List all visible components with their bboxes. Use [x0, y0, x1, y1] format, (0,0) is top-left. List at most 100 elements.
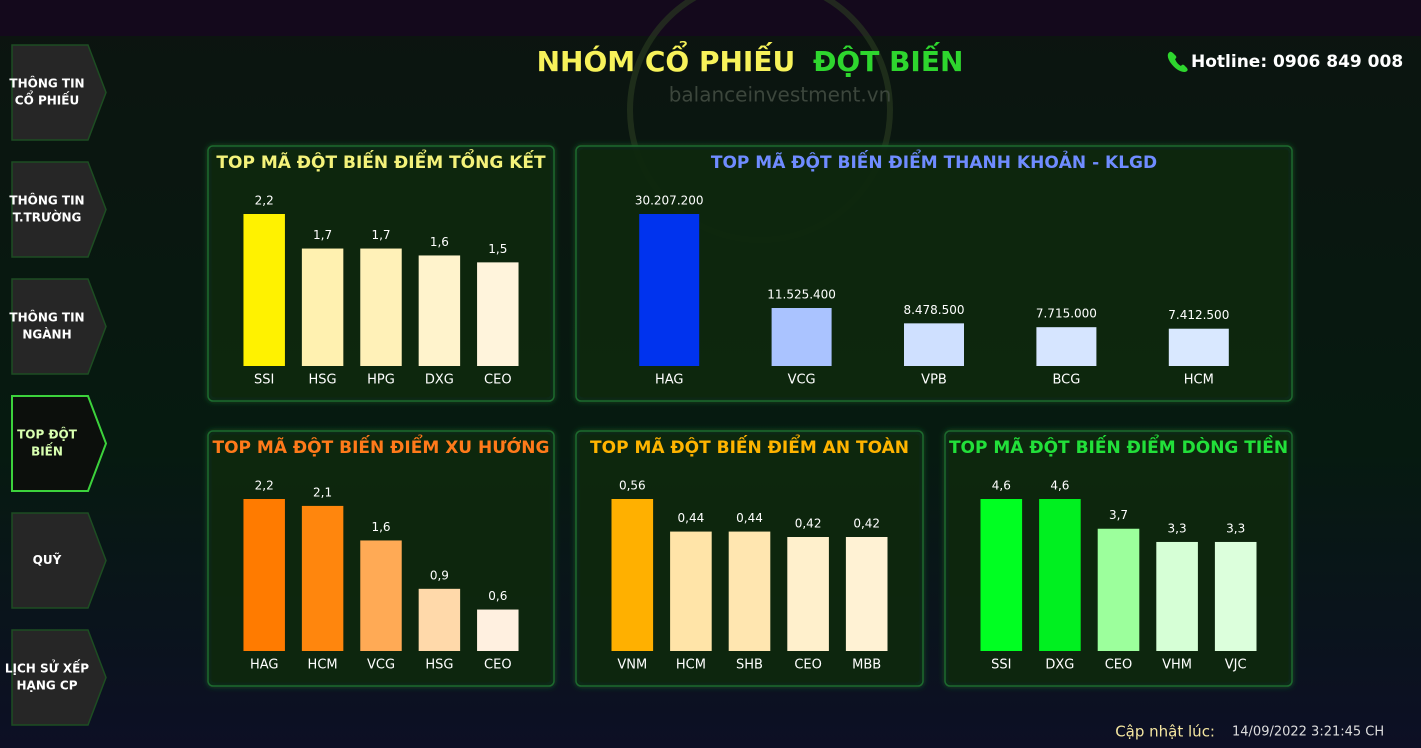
category-label: VNM — [617, 658, 647, 673]
nav-button[interactable] — [11, 44, 107, 141]
bar — [1214, 541, 1257, 651]
category-label: HAG — [655, 373, 684, 388]
bar — [1168, 328, 1229, 366]
update-time: 14/09/2022 3:21:45 CH — [1232, 725, 1384, 740]
bar — [728, 531, 771, 651]
value-label: 0,44 — [678, 511, 705, 525]
bar — [418, 588, 461, 651]
value-label: 7.715.000 — [1036, 307, 1097, 321]
bar — [904, 323, 964, 366]
nav-label[interactable]: T.TRƯỜNG — [13, 210, 82, 225]
bar — [301, 505, 344, 651]
category-label: CEO — [1105, 658, 1133, 673]
bar — [243, 214, 285, 366]
nav-button[interactable] — [11, 395, 108, 492]
value-label: 8.478.500 — [903, 303, 964, 317]
category-label: VCG — [367, 658, 395, 673]
title-part2: ĐỘT BIẾN — [813, 41, 963, 78]
nav-label[interactable]: HẠNG CP — [16, 679, 77, 693]
category-label: SSI — [254, 373, 274, 388]
chart-title: TOP MÃ ĐỘT BIẾN ĐIỂM AN TOÀN — [590, 433, 909, 458]
bar — [639, 214, 700, 366]
chart-title: TOP MÃ ĐỘT BIẾN ĐIỂM XU HƯỚNG — [213, 433, 550, 458]
value-label: 0,9 — [430, 568, 449, 582]
value-label: 0,6 — [488, 589, 507, 603]
category-label: HPG — [367, 373, 395, 388]
nav-label[interactable]: THÔNG TIN — [9, 76, 84, 91]
category-label: HCM — [308, 658, 338, 673]
title-part1: NHÓM CỔ PHIẾU — [537, 38, 796, 78]
nav-label[interactable]: THÔNG TIN — [9, 310, 84, 325]
value-label: 30.207.200 — [635, 194, 704, 208]
nav-label[interactable]: LỊCH SỬ XẾP — [5, 660, 89, 676]
nav-button[interactable] — [11, 512, 107, 609]
nav-label[interactable]: TOP ĐỘT — [17, 427, 78, 442]
value-label: 1,5 — [488, 242, 507, 256]
category-label: HSG — [425, 658, 453, 673]
value-label: 2,2 — [255, 479, 274, 493]
value-label: 0,56 — [619, 479, 646, 493]
watermark: balanceinvestment.vn — [669, 83, 892, 107]
category-label: MBB — [852, 658, 881, 673]
category-label: HCM — [676, 658, 706, 673]
hotline: Hotline: 0906 849 008 — [1191, 52, 1403, 72]
bar — [845, 537, 888, 651]
chart-panel: TOP MÃ ĐỘT BIẾN ĐIỂM AN TOÀN 0,56 VNM 0,44 H… — [575, 430, 924, 687]
nav-button[interactable] — [11, 629, 107, 726]
chart-panel: TOP MÃ ĐỘT BIẾN ĐIỂM TỔNG KẾT 2,2 SSI 1,7 HS… — [207, 145, 555, 402]
value-label: 4,6 — [992, 479, 1011, 493]
category-label: CEO — [484, 658, 512, 673]
category-label: VPB — [921, 373, 947, 388]
value-label: 2,2 — [255, 194, 274, 208]
nav-label[interactable]: NGÀNH — [22, 327, 71, 342]
bar — [1156, 541, 1198, 651]
value-label: 3,7 — [1109, 508, 1128, 522]
nav-label[interactable]: QUỸ — [33, 552, 62, 567]
top-band — [0, 0, 1421, 36]
bar — [771, 308, 832, 366]
nav-item[interactable]: LỊCH SỬ XẾP HẠNG CP — [5, 629, 107, 726]
nav-item[interactable]: QUỸ — [11, 512, 107, 609]
category-label: CEO — [484, 373, 512, 388]
bar — [360, 540, 402, 651]
nav-button[interactable] — [11, 161, 107, 258]
nav-item[interactable]: THÔNG TIN NGÀNH — [9, 278, 107, 375]
value-label: 4,6 — [1050, 479, 1069, 493]
nav-label[interactable]: CỔ PHIẾU — [15, 91, 79, 108]
value-label: 2,1 — [313, 485, 332, 499]
value-label: 0,42 — [795, 517, 822, 531]
chart-title: TOP MÃ ĐỘT BIẾN ĐIỂM TỔNG KẾT — [216, 148, 546, 173]
nav-label[interactable]: THÔNG TIN — [9, 193, 84, 208]
chart-panel: TOP MÃ ĐỘT BIẾN ĐIỂM THANH KHOẢN - KLGD 3… — [575, 145, 1293, 402]
charts: TOP MÃ ĐỘT BIẾN ĐIỂM TỔNG KẾT 2,2 SSI 1,7 HS… — [207, 145, 1293, 687]
nav-button[interactable] — [11, 278, 107, 375]
nav-label[interactable]: BIẾN — [31, 443, 63, 459]
update-label: Cập nhật lúc: — [1115, 723, 1215, 741]
category-label: VHM — [1162, 658, 1192, 673]
category-label: SSI — [991, 658, 1011, 673]
category-label: DXG — [425, 373, 454, 388]
value-label: 1,7 — [371, 228, 390, 242]
phone-icon — [1167, 51, 1188, 72]
value-label: 7.412.500 — [1168, 308, 1229, 322]
category-label: CEO — [794, 658, 822, 673]
chart-title: TOP MÃ ĐỘT BIẾN ĐIỂM THANH KHOẢN - KLGD — [711, 148, 1157, 173]
category-label: VJC — [1225, 658, 1247, 673]
bar — [360, 248, 402, 366]
value-label: 1,6 — [430, 235, 449, 249]
value-label: 3,3 — [1168, 521, 1187, 535]
category-label: HAG — [250, 658, 279, 673]
value-label: 0,44 — [736, 511, 763, 525]
bar — [1097, 528, 1140, 651]
value-label: 0,42 — [853, 517, 880, 531]
category-label: VCG — [788, 373, 816, 388]
bar — [670, 531, 712, 651]
bar — [611, 499, 654, 651]
nav-item[interactable]: THÔNG TIN T.TRƯỜNG — [9, 161, 107, 258]
bar — [301, 248, 344, 366]
